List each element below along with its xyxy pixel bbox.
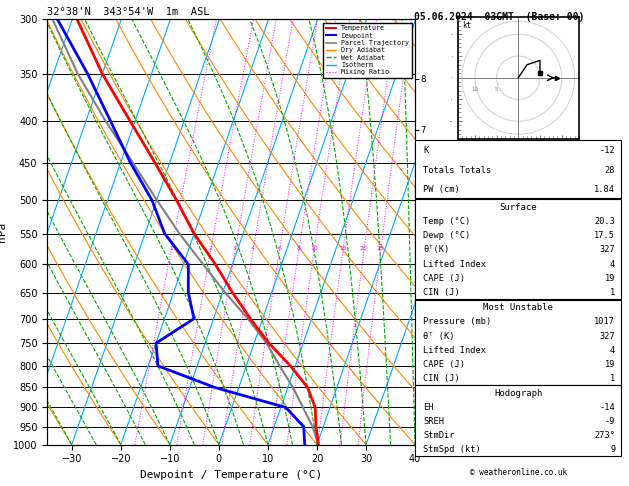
FancyBboxPatch shape [415, 199, 621, 299]
Text: 28: 28 [604, 166, 615, 174]
Text: StmSpd (kt): StmSpd (kt) [423, 445, 481, 454]
Text: 20.3: 20.3 [594, 217, 615, 226]
Text: θᵀ (K): θᵀ (K) [423, 331, 455, 341]
Y-axis label: hPa: hPa [0, 222, 8, 242]
Text: StmDir: StmDir [423, 431, 455, 440]
Text: Totals Totals: Totals Totals [423, 166, 492, 174]
Text: 10: 10 [310, 246, 318, 251]
Text: 273°: 273° [594, 431, 615, 440]
Text: 9: 9 [610, 445, 615, 454]
FancyBboxPatch shape [415, 300, 621, 385]
Text: -12: -12 [599, 146, 615, 155]
Text: 32°38'N  343°54'W  1m  ASL: 32°38'N 343°54'W 1m ASL [47, 7, 209, 17]
Text: 1017: 1017 [594, 317, 615, 326]
Text: Most Unstable: Most Unstable [483, 303, 554, 312]
Text: 8: 8 [297, 246, 301, 251]
Text: 17.5: 17.5 [594, 231, 615, 240]
Text: Lifted Index: Lifted Index [423, 346, 486, 355]
Text: 5: 5 [495, 87, 498, 92]
Text: CAPE (J): CAPE (J) [423, 360, 465, 369]
FancyBboxPatch shape [415, 385, 621, 456]
Text: LCL: LCL [416, 433, 430, 442]
Text: Pressure (mb): Pressure (mb) [423, 317, 492, 326]
Text: © weatheronline.co.uk: © weatheronline.co.uk [470, 468, 567, 477]
Text: PW (cm): PW (cm) [423, 185, 460, 194]
Text: θᵀ(K): θᵀ(K) [423, 245, 450, 254]
Text: 1: 1 [169, 246, 173, 251]
Text: Lifted Index: Lifted Index [423, 260, 486, 269]
Legend: Temperature, Dewpoint, Parcel Trajectory, Dry Adiabat, Wet Adiabat, Isotherm, Mi: Temperature, Dewpoint, Parcel Trajectory… [323, 23, 412, 78]
Text: 19: 19 [604, 360, 615, 369]
Text: 327: 327 [599, 245, 615, 254]
Text: CAPE (J): CAPE (J) [423, 274, 465, 283]
Text: 4: 4 [610, 260, 615, 269]
Text: Temp (°C): Temp (°C) [423, 217, 470, 226]
Text: 20: 20 [360, 246, 368, 251]
Text: K: K [423, 146, 428, 155]
Text: 25: 25 [377, 246, 384, 251]
Text: -9: -9 [604, 417, 615, 426]
Text: CIN (J): CIN (J) [423, 374, 460, 383]
Text: 15: 15 [339, 246, 347, 251]
Text: kt: kt [462, 21, 471, 30]
Text: Hodograph: Hodograph [494, 389, 542, 398]
Text: 4: 4 [251, 246, 255, 251]
Text: 1: 1 [610, 374, 615, 383]
X-axis label: Dewpoint / Temperature (°C): Dewpoint / Temperature (°C) [140, 470, 322, 480]
Text: EH: EH [423, 403, 434, 412]
Text: Dewp (°C): Dewp (°C) [423, 231, 470, 240]
Text: 10: 10 [471, 87, 479, 92]
Text: -14: -14 [599, 403, 615, 412]
Text: 1: 1 [610, 288, 615, 297]
Text: 3: 3 [233, 246, 237, 251]
Text: 4: 4 [610, 346, 615, 355]
Text: 327: 327 [599, 331, 615, 341]
Text: Surface: Surface [499, 203, 537, 211]
FancyBboxPatch shape [415, 140, 621, 198]
Text: CIN (J): CIN (J) [423, 288, 460, 297]
Text: 19: 19 [604, 274, 615, 283]
Y-axis label: km
ASL: km ASL [429, 225, 448, 240]
Text: 1.84: 1.84 [594, 185, 615, 194]
Text: 6: 6 [277, 246, 281, 251]
Text: 05.06.2024  03GMT  (Base: 00): 05.06.2024 03GMT (Base: 00) [414, 12, 584, 22]
Text: SREH: SREH [423, 417, 445, 426]
Text: 2: 2 [208, 246, 213, 251]
